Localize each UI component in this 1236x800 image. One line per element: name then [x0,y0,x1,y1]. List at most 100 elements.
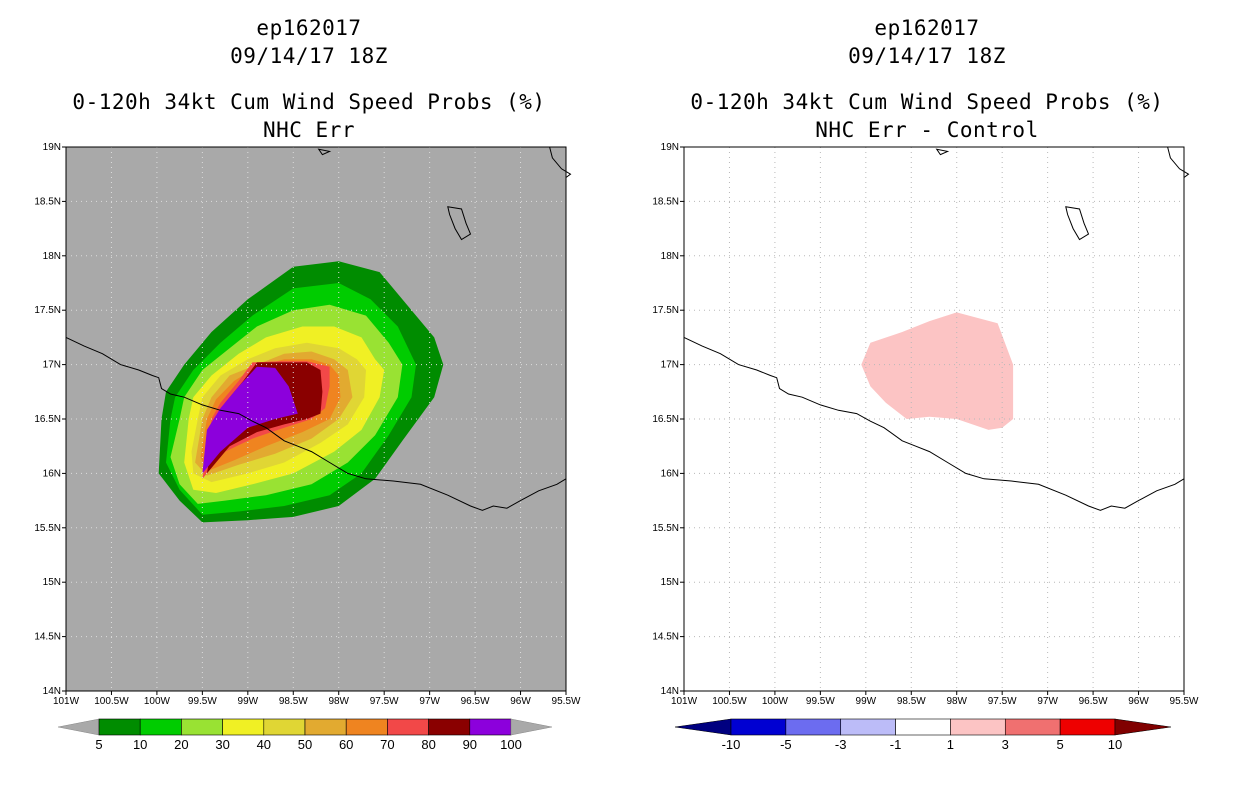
lon-tick-label: 95.5W [552,696,581,707]
lon-tick-label: 101W [53,696,80,707]
diff-contour [861,312,1014,430]
colorbar-swatch [139,718,182,736]
lat-tick-label: 18.5N [34,196,61,207]
colorbar-label: 100 [500,737,522,752]
colorbar-swatch [222,718,265,736]
lon-tick-label: 99W [856,696,877,707]
lake-outline [1065,206,1090,241]
colorbar-swatch [181,718,223,736]
lat-tick-label: 16.5N [652,414,679,425]
colorbar-label: 70 [380,737,394,752]
lat-tick-label: 17N [661,360,679,371]
lon-tick-label: 96W [510,696,531,707]
lon-tick-label: 100.5W [712,696,747,707]
colorbar-label: 3 [1002,737,1009,752]
plot-title: 0-120h 34kt Cum Wind Speed Probs (%) [690,90,1164,114]
lat-tick-label: 14.5N [652,632,679,643]
lat-tick-label: 16N [43,468,61,479]
lat-tick-label: 15N [43,577,61,588]
lon-tick-label: 97W [419,696,440,707]
colorbar-under-triangle [674,718,732,736]
lon-tick-label: 100W [144,696,171,707]
coastline [683,336,1185,511]
lon-tick-label: 95.5W [1170,696,1199,707]
lon-tick-label: 96W [1128,696,1149,707]
lat-tick-label: 14N [43,686,61,697]
lon-tick-label: 97W [1037,696,1058,707]
colorbar-swatch [785,718,842,736]
coastline [65,336,567,511]
colorbar-swatch [1059,718,1116,736]
colorbar-swatch [1004,718,1061,736]
colorbar-label: -10 [722,737,741,752]
lat-tick-label: 17N [43,360,61,371]
lon-tick-label: 97.5W [988,696,1017,707]
lat-tick-label: 17.5N [652,305,679,316]
storm-id: ep162017 [874,16,980,40]
lat-tick-label: 19N [661,142,679,153]
plot-subtitle: NHC Err - Control [815,118,1039,142]
colorbar-label: 40 [257,737,271,752]
lon-tick-label: 99.5W [188,696,217,707]
colorbar-label: -5 [780,737,792,752]
lat-tick-label: 15.5N [34,523,61,534]
colorbar-label: -3 [835,737,847,752]
colorbar-label: 30 [215,737,229,752]
colorbar-label: 5 [95,737,102,752]
lat-tick-label: 18N [661,251,679,262]
lat-tick-label: 15.5N [652,523,679,534]
colorbar-swatch [895,718,951,736]
lat-tick-label: 15N [661,577,679,588]
colorbar-swatch [469,718,512,736]
colorbar-label: 50 [298,737,312,752]
colorbar-label: 5 [1057,737,1064,752]
diff-map: 19N 18.5N 18N 17.5N 17N 16.5N 16N 15.5N 15N 14.5N… [652,142,1199,752]
lat-tick-label: 16N [661,468,679,479]
colorbar-label: 10 [1108,737,1122,752]
right-panel: ep162017 09/14/17 18Z 0-120h 34kt Cum Wi… [618,0,1236,800]
colorbar-swatch [98,718,141,736]
lon-tick-label: 96.5W [461,696,490,707]
ne-coastline [1167,146,1190,178]
lon-tick-label: 98W [328,696,349,707]
lat-tick-label: 19N [43,142,61,153]
colorbar-label: 80 [421,737,435,752]
lat-tick-label: 14.5N [34,632,61,643]
colorbar-swatch [263,718,306,736]
lon-tick-label: 98.5W [897,696,926,707]
island-outline [317,148,332,156]
colorbar-label: -1 [890,737,902,752]
lon-tick-label: 99W [238,696,259,707]
colorbar-swatch [730,718,787,736]
plot-title: 0-120h 34kt Cum Wind Speed Probs (%) [72,90,546,114]
lake-outline [447,206,472,241]
storm-id: ep162017 [256,16,362,40]
left-panel: ep162017 09/14/17 18Z 0-120h 34kt Cum Wi… [34,16,581,752]
colorbar-under-triangle [57,718,100,736]
lat-tick-label: 17.5N [34,305,61,316]
colorbar-label: 1 [947,737,954,752]
prob-map: 19N 18.5N 18N 17.5N 17N 16.5N 16N 15.5N 15N 14.5N… [34,142,581,752]
colorbar-over-triangle [1114,718,1172,736]
lon-tick-label: 98.5W [279,696,308,707]
lon-tick-label: 100.5W [94,696,129,707]
lat-tick-label: 18.5N [652,196,679,207]
ne-coastline [549,146,572,178]
colorbar-swatch [304,718,347,736]
lon-tick-label: 101W [671,696,698,707]
island-outline [935,148,950,156]
colorbar-label: 90 [463,737,477,752]
colorbar-over-triangle [510,718,553,736]
lat-tick-label: 16.5N [34,414,61,425]
date-time: 09/14/17 18Z [230,44,388,68]
lon-tick-label: 98W [946,696,967,707]
colorbar-label: 20 [174,737,188,752]
lon-tick-label: 97.5W [370,696,399,707]
colorbar-label: 60 [339,737,353,752]
colorbar-swatch [345,718,388,736]
colorbar-swatch [950,718,1006,736]
lat-tick-label: 14N [661,686,679,697]
lon-tick-label: 100W [762,696,789,707]
colorbar-label: 10 [133,737,147,752]
colorbar-swatch [428,718,471,736]
